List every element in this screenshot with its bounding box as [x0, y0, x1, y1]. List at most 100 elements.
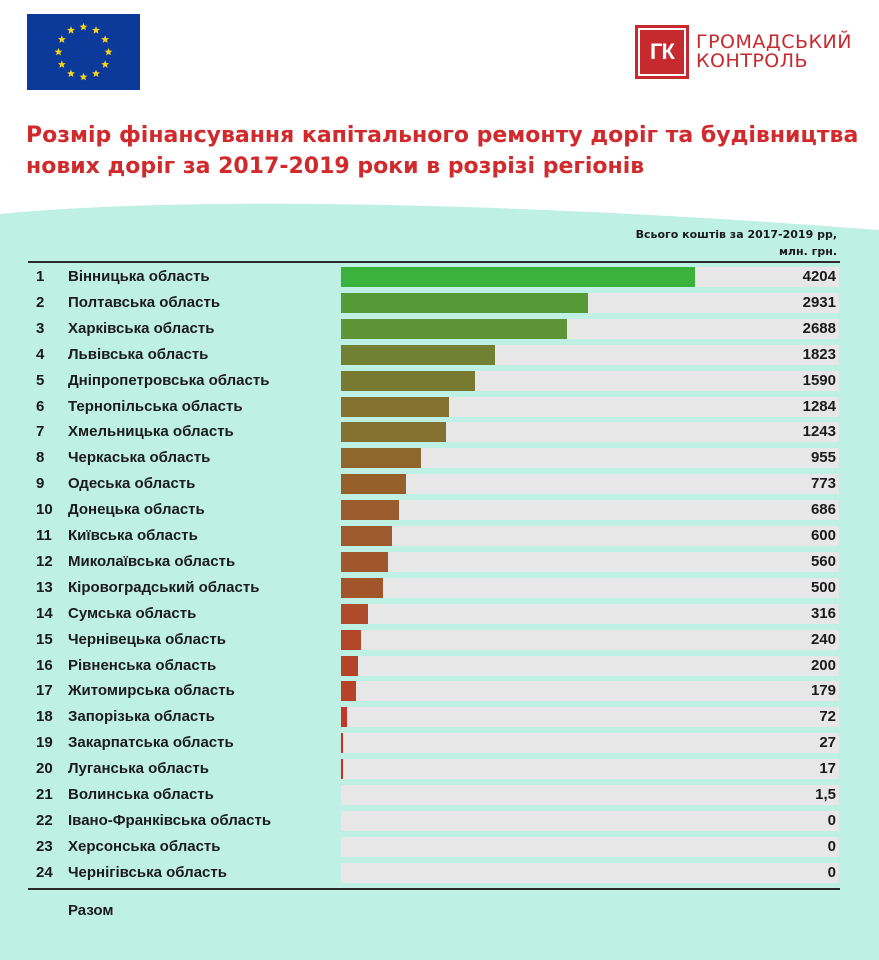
total-label: Разом: [68, 902, 114, 919]
bottom-rule: [28, 888, 840, 890]
row-rank: 23: [36, 837, 53, 855]
chart-row: 8 Черкаська область 955: [0, 445, 879, 471]
top-rule: [28, 261, 840, 263]
value-column-header-line-2: млн. грн.: [778, 245, 837, 258]
bar-track: [341, 577, 839, 598]
eu-star-icon: [92, 69, 100, 78]
bar-track: [341, 267, 839, 287]
category-label: Полтавська область: [68, 293, 221, 311]
category-label: Чернігівська область: [68, 863, 227, 881]
gk-logo[interactable]: ГК ГРОМАДСЬКИЙ КОНТРОЛЬ: [635, 24, 852, 80]
row-rank: 9: [36, 475, 45, 493]
gk-logo-icon: ГК: [635, 25, 689, 79]
bar: [341, 629, 362, 650]
row-rank: 6: [36, 397, 45, 415]
row-rank: 5: [36, 371, 45, 389]
value-label: 2931: [802, 293, 836, 311]
chart-row: 20 Луганська область 17: [0, 756, 879, 782]
value-label: 1823: [802, 345, 836, 363]
row-rank: 22: [36, 811, 53, 829]
category-label: Житомирська область: [68, 682, 235, 700]
row-rank: 12: [36, 552, 53, 570]
category-label: Запорізька область: [68, 708, 215, 726]
value-label: 560: [810, 552, 836, 570]
category-label: Кіровоградський область: [68, 578, 260, 596]
eu-star-icon: [67, 26, 75, 34]
eu-star-icon: [79, 22, 88, 31]
chart-row: 24 Чернігівська область 0: [0, 860, 879, 886]
bar-track: [341, 655, 839, 676]
category-label: Харківська область: [68, 319, 215, 337]
bar-track: [341, 629, 839, 650]
value-label: 0: [827, 837, 836, 855]
value-label: 2688: [802, 319, 836, 337]
category-label: Хмельницька область: [68, 423, 234, 441]
category-label: Івано-Франківська область: [68, 811, 272, 829]
value-label: 27: [819, 734, 836, 752]
bar-track: [341, 344, 839, 365]
chart-row: 14 Сумська область 316: [0, 601, 879, 627]
bar-track: [341, 526, 839, 546]
bar: [341, 707, 348, 728]
eu-star-icon: [67, 69, 75, 78]
value-label: 4204: [802, 268, 836, 285]
bar: [341, 500, 399, 521]
eu-star-icon: [79, 72, 88, 81]
value-label: 600: [810, 527, 836, 544]
category-label: Тернопільська область: [68, 397, 243, 415]
chart-row: 13 Кіровоградський область 500: [0, 575, 879, 601]
chart-row: 21 Волинська область 1,5: [0, 782, 879, 808]
bar: [341, 292, 588, 313]
category-label: Сумська область: [68, 604, 197, 622]
category-label: Волинська область: [68, 786, 214, 803]
logo-text: ГРОМАДСЬКИЙ КОНТРОЛЬ: [696, 33, 852, 71]
value-label: 0: [827, 811, 836, 829]
chart-row: 12 Миколаївська область 560: [0, 549, 879, 575]
header: ГК ГРОМАДСЬКИЙ КОНТРОЛЬ Розмір фінансува…: [0, 0, 879, 230]
category-label: Рівненська область: [68, 656, 217, 674]
category-label: Луганська область: [68, 760, 209, 778]
value-label: 72: [819, 708, 836, 726]
chart-row: 17 Житомирська область 179: [0, 678, 879, 704]
bar-track: [341, 681, 839, 702]
category-label: Чернівецька область: [68, 630, 226, 648]
row-rank: 15: [36, 630, 53, 648]
row-rank: 13: [36, 578, 53, 596]
row-rank: 21: [36, 786, 53, 803]
category-label: Донецька область: [68, 501, 205, 519]
row-rank: 10: [36, 501, 53, 519]
logo-abbr: ГК: [640, 30, 684, 74]
value-column-header: Всього коштів за 2017-2019 рр, млн. грн.: [636, 226, 837, 260]
chart-row: 11 Київська область 600: [0, 523, 879, 549]
chart-row: 1 Вінницька область 4204: [0, 264, 879, 290]
chart-row: 2 Полтавська область 2931: [0, 290, 879, 316]
row-rank: 19: [36, 734, 53, 752]
bar-track: [341, 551, 839, 572]
category-label: Миколаївська область: [68, 552, 236, 570]
bar-track: [341, 500, 839, 521]
eu-star-icon: [101, 35, 110, 43]
bar-track: [341, 759, 839, 780]
chart-row: 3 Харківська область 2688: [0, 316, 879, 342]
chart-row: 23 Херсонська область 0: [0, 834, 879, 860]
eu-star-icon: [57, 35, 66, 43]
row-rank: 3: [36, 319, 45, 337]
eu-star-icon: [101, 60, 110, 68]
value-label: 500: [810, 578, 836, 596]
bar-track: [341, 422, 839, 443]
bar: [341, 603, 368, 624]
bar: [341, 681, 357, 702]
bar-track: [341, 785, 839, 805]
chart-row: 22 Івано-Франківська область 0: [0, 808, 879, 834]
category-label: Черкаська область: [68, 449, 211, 467]
category-label: Закарпатська область: [68, 734, 234, 752]
bar: [341, 577, 384, 598]
page-title: Розмір фінансування капітального ремонту…: [26, 123, 859, 179]
bar: [341, 448, 422, 469]
bar: [341, 344, 495, 365]
row-rank: 14: [36, 604, 53, 622]
value-label: 773: [810, 475, 836, 493]
category-label: Одеська область: [68, 475, 196, 493]
bar: [341, 551, 389, 572]
row-rank: 16: [36, 656, 53, 674]
